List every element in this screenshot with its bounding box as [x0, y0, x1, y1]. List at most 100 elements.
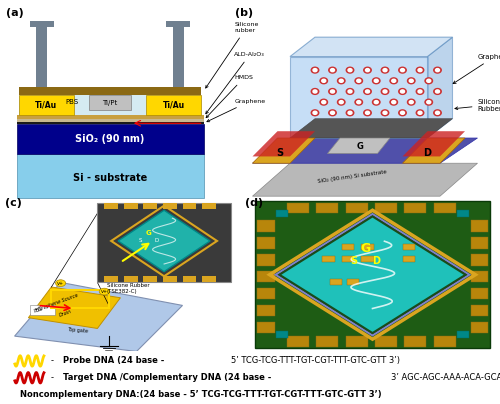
Bar	[276, 210, 288, 217]
Circle shape	[390, 78, 398, 84]
Circle shape	[434, 110, 442, 116]
Text: Probe DNA (24 base -: Probe DNA (24 base -	[64, 356, 168, 366]
Bar	[19, 95, 202, 115]
Polygon shape	[402, 131, 465, 156]
Circle shape	[313, 69, 317, 72]
Bar	[19, 95, 74, 115]
Circle shape	[427, 101, 431, 104]
Text: D: D	[372, 256, 380, 266]
Bar	[258, 322, 274, 333]
Bar	[276, 331, 288, 338]
Circle shape	[416, 110, 424, 116]
Bar	[16, 119, 204, 122]
Polygon shape	[252, 138, 478, 163]
Bar	[124, 276, 138, 282]
Bar	[346, 336, 368, 347]
Text: G: G	[360, 242, 370, 255]
Bar	[16, 115, 204, 119]
Circle shape	[339, 101, 343, 104]
Circle shape	[409, 101, 413, 104]
Bar	[182, 276, 196, 282]
Bar	[30, 305, 55, 315]
Circle shape	[436, 90, 440, 93]
Text: Target DNA /Complementary DNA (24 base -: Target DNA /Complementary DNA (24 base -	[64, 373, 274, 382]
Circle shape	[346, 88, 354, 95]
Circle shape	[366, 111, 370, 114]
Polygon shape	[428, 37, 452, 138]
Circle shape	[372, 78, 380, 84]
Text: Silicone
rubber: Silicone rubber	[206, 22, 259, 88]
Text: (d): (d)	[245, 198, 263, 208]
Circle shape	[311, 67, 319, 73]
Text: SiO₂ (90 nm): SiO₂ (90 nm)	[76, 134, 145, 144]
Bar	[403, 244, 415, 250]
Circle shape	[418, 111, 422, 114]
Circle shape	[330, 111, 334, 114]
Bar	[19, 86, 74, 95]
Bar	[404, 202, 426, 213]
Bar	[163, 203, 177, 209]
Polygon shape	[252, 131, 315, 156]
Bar	[104, 276, 118, 282]
Circle shape	[400, 69, 404, 72]
Bar	[144, 203, 157, 209]
Text: Ti/Au: Ti/Au	[163, 101, 185, 109]
Bar	[258, 220, 274, 232]
Bar	[434, 336, 456, 347]
Circle shape	[434, 88, 442, 95]
Bar	[104, 203, 118, 209]
Polygon shape	[290, 119, 452, 138]
Bar	[457, 331, 469, 338]
Bar	[404, 336, 426, 347]
Circle shape	[400, 111, 404, 114]
Bar	[16, 122, 204, 124]
Circle shape	[364, 88, 371, 95]
Text: Noncomplementary DNA:(24 base - 5’ TCG-TCG-TTT-TGT-CGT-TTT-GTC-GTT 3’): Noncomplementary DNA:(24 base - 5’ TCG-T…	[20, 390, 382, 399]
Polygon shape	[252, 163, 478, 196]
Circle shape	[418, 90, 422, 93]
Circle shape	[313, 90, 317, 93]
Polygon shape	[252, 138, 315, 163]
Text: SiO₂ (90 nm) Si substrate: SiO₂ (90 nm) Si substrate	[318, 169, 388, 184]
Bar	[98, 202, 231, 282]
Bar	[146, 95, 202, 115]
Circle shape	[390, 99, 398, 105]
Bar	[16, 154, 204, 198]
Text: Ti/Pt: Ti/Pt	[102, 100, 118, 106]
Circle shape	[56, 280, 66, 286]
Circle shape	[348, 90, 352, 93]
Text: ALD-Al₂O₃: ALD-Al₂O₃	[206, 52, 265, 114]
Circle shape	[346, 110, 354, 116]
Text: 3’ AGC-AGC-AAA-ACA-GCA-AAA-CAG-CAA 5’): 3’ AGC-AGC-AAA-ACA-GCA-AAA-CAG-CAA 5’)	[392, 373, 500, 382]
Circle shape	[357, 79, 361, 82]
Bar	[258, 288, 274, 299]
Circle shape	[330, 69, 334, 72]
Circle shape	[399, 110, 406, 116]
Circle shape	[434, 67, 442, 73]
Circle shape	[427, 79, 431, 82]
Bar	[470, 271, 488, 282]
Circle shape	[313, 111, 317, 114]
Circle shape	[425, 99, 432, 105]
Circle shape	[400, 90, 404, 93]
Bar	[457, 210, 469, 217]
Bar	[316, 336, 338, 347]
Bar	[52, 290, 109, 309]
Text: Si - substrate: Si - substrate	[73, 173, 147, 183]
Text: -: -	[51, 373, 57, 382]
Circle shape	[416, 88, 424, 95]
Polygon shape	[328, 138, 390, 154]
Circle shape	[320, 78, 328, 84]
Bar	[258, 271, 274, 282]
Bar	[347, 279, 359, 286]
Bar	[434, 202, 456, 213]
Circle shape	[348, 111, 352, 114]
Circle shape	[364, 67, 371, 73]
Bar	[202, 276, 216, 282]
Circle shape	[322, 79, 326, 82]
Text: HMDS: HMDS	[206, 76, 254, 118]
Bar	[258, 237, 274, 248]
Text: (a): (a)	[6, 8, 24, 18]
Circle shape	[338, 78, 345, 84]
Text: (c): (c)	[6, 198, 22, 208]
